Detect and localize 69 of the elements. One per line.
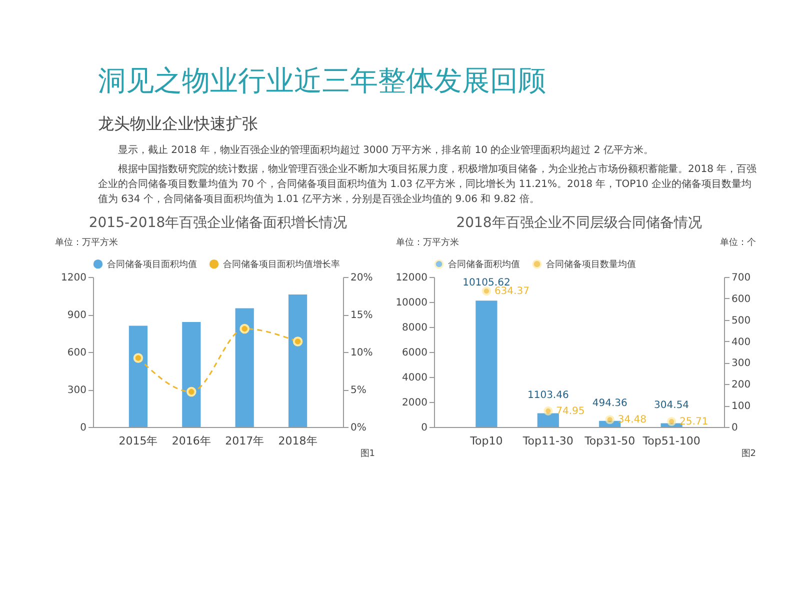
y-tick-label: 4000	[402, 372, 428, 384]
y2-tick-label: 500	[732, 315, 751, 326]
x-tick-label: 2017年	[225, 434, 264, 448]
bar	[182, 322, 201, 427]
x-tick-label: Top31-50	[584, 434, 636, 448]
y-tick-label: 10000	[396, 298, 428, 308]
y2-tick-label: 200	[732, 380, 751, 391]
data-label: 34.48	[618, 414, 646, 426]
y-tick-label: 600	[67, 348, 86, 358]
data-label: 1103.46	[527, 390, 569, 402]
data-label: 304.54	[654, 400, 690, 412]
point	[605, 415, 614, 424]
y2-tick-label: 10%	[350, 348, 373, 358]
point	[133, 353, 144, 363]
x-tick-label: 2016年	[172, 434, 211, 448]
y2-tick-label: 600	[732, 294, 751, 305]
data-label: 494.36	[592, 398, 628, 409]
point	[544, 406, 553, 416]
data-label: 634.37	[494, 286, 530, 298]
y-tick-label: 12000	[396, 272, 428, 284]
y2-tick-label: 15%	[350, 310, 373, 321]
y-tick-label: 2000	[402, 398, 428, 408]
y2-axis-title: 单位：个	[720, 237, 756, 248]
point	[292, 336, 303, 346]
y2-tick-label: 0	[732, 422, 738, 434]
point	[667, 416, 676, 426]
bar	[288, 294, 308, 427]
bar	[537, 413, 559, 427]
bar	[476, 300, 498, 427]
x-tick-label: Top51-100	[642, 434, 700, 448]
y-tick-label: 6000	[402, 348, 428, 358]
y-tick-label: 0	[421, 422, 428, 434]
y2-tick-label: 400	[732, 336, 751, 348]
y2-tick-label: 5%	[350, 385, 366, 396]
y-axis-title: 单位：万平方米	[396, 237, 459, 248]
bar	[235, 308, 254, 427]
legend-label: 合同储备面积均值	[448, 259, 520, 270]
y2-tick-label: 20%	[350, 272, 373, 284]
point	[186, 386, 196, 397]
y2-tick-label: 700	[732, 272, 751, 284]
y2-tick-label: 0%	[350, 422, 366, 434]
caption: 图2	[741, 449, 756, 459]
y2-tick-label: 100	[732, 401, 751, 412]
x-tick-label: Top11-30	[522, 434, 574, 448]
text: 龙头物业企业快速扩张	[98, 114, 259, 135]
legend-label: 合同储备项目数量均值	[546, 259, 636, 270]
text: 显示，截止 2018 年，物业百强企业的管理面积均超过 3000 万平方米，排名前 10 的企业管理面积均超过 2 亿平方米。	[117, 144, 654, 158]
x-tick-label: Top10	[469, 434, 503, 448]
y-tick-label: 0	[80, 422, 86, 434]
x-tick-label: 2015年	[118, 434, 158, 448]
legend-label: 合同储备项目面积均值	[107, 259, 197, 270]
x-tick-label: 2018年	[278, 434, 318, 448]
point	[482, 286, 491, 296]
data-label: 25.71	[680, 416, 708, 428]
point	[240, 324, 250, 334]
y-axis-title: 单位：万平方米	[55, 237, 118, 248]
caption: 图1	[360, 449, 375, 459]
legend-label: 合同储备项目面积均值增长率	[223, 259, 340, 270]
text: 根据中国指数研究院的统计数据，物业管理百强企业不断加大项目拓展力度，积极增加项目储备，为企业抢占市场份额积蓄能量。2018 年，百强企业的合同储备项目数量均值为 70 个，合同储备项目面积均值为 1.03 亿平方米，同比增长为 11.21%。2018 年，TOP10 企业的储备项目数量均值为 634 个，合同储备项目面积均值为 1.01 亿平方米，分别是百强企业均值的 9.06 和 9.82 倍。	[98, 162, 758, 207]
bar	[128, 326, 148, 427]
text: 洞见之物业行业近三年整体发展回顾	[98, 63, 547, 99]
chart-title: 2015-2018年百强企业储备面积增长情况	[88, 215, 348, 231]
chart-title: 2018年百强企业不同层级合同储备情况	[456, 215, 702, 231]
y2-tick-label: 300	[732, 358, 751, 370]
y-tick-label: 1200	[61, 272, 86, 284]
y-tick-label: 8000	[402, 322, 428, 334]
y-tick-label: 300	[67, 385, 86, 396]
y-tick-label: 900	[67, 310, 86, 321]
data-label: 74.95	[556, 406, 585, 417]
